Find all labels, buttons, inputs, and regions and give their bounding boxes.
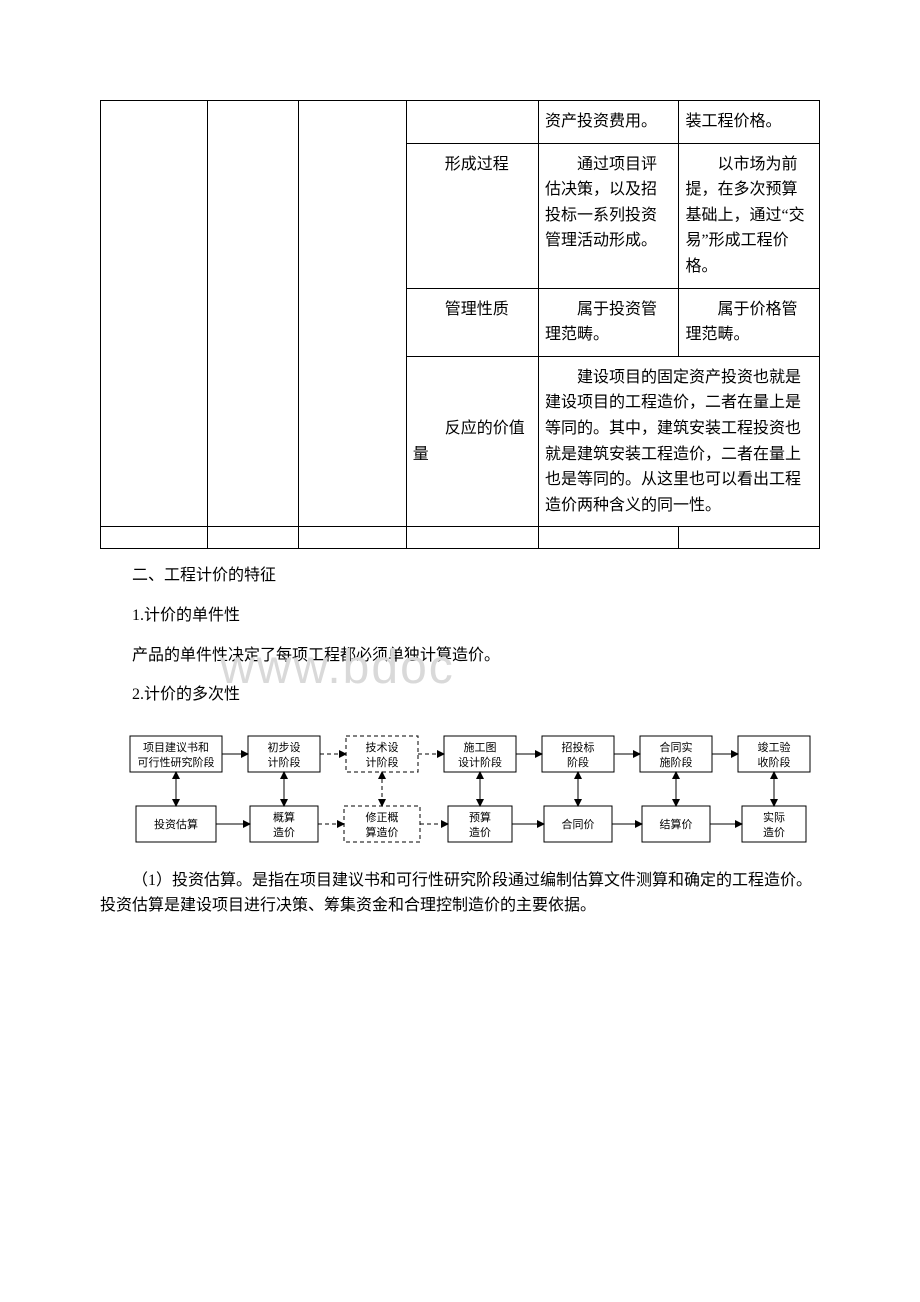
cell-blank (299, 527, 406, 549)
cell-blank (538, 527, 678, 549)
comparison-table: 资产投资费用。 装工程价格。 形成过程 通过项目评估决策，以及招投标一系列投资管… (100, 100, 820, 549)
svg-text:收阶段: 收阶段 (758, 755, 791, 769)
svg-text:招投标: 招投标 (562, 740, 595, 754)
table-row: 资产投资费用。 装工程价格。 (101, 101, 820, 144)
pricing-flowchart: 项目建议书和可行性研究阶段初步设计阶段技术设计阶段施工图设计阶段招投标阶段合同实… (100, 726, 820, 854)
cell-text: 属于投资管理范畴。 (538, 288, 678, 356)
cell-text: 管理性质 (406, 288, 538, 356)
svg-text:竣工验: 竣工验 (758, 740, 791, 754)
table-row-empty (101, 527, 820, 549)
paragraph: （1）投资估算。是指在项目建议书和可行性研究阶段通过编制估算文件测算和确定的工程… (100, 868, 820, 919)
svg-text:概算: 概算 (273, 810, 295, 824)
svg-text:施阶段: 施阶段 (660, 755, 693, 769)
svg-text:合同实: 合同实 (660, 740, 693, 754)
cell-text: 属于价格管理范畴。 (679, 288, 820, 356)
svg-text:计阶段: 计阶段 (268, 755, 301, 769)
svg-text:算造价: 算造价 (366, 825, 399, 839)
svg-text:施工图: 施工图 (464, 741, 497, 754)
cell-text: 反应的价值量 (406, 356, 538, 527)
cell-blank (299, 101, 406, 527)
svg-text:计阶段: 计阶段 (366, 755, 399, 769)
svg-text:实际: 实际 (763, 810, 785, 824)
paragraph: 2.计价的多次性 (100, 682, 820, 708)
svg-text:造价: 造价 (469, 825, 491, 839)
cell-blank (406, 527, 538, 549)
cell-text: 形成过程 (406, 143, 538, 288)
svg-text:造价: 造价 (763, 825, 785, 839)
svg-text:技术设: 技术设 (366, 741, 399, 754)
svg-text:投资估算: 投资估算 (154, 817, 198, 831)
cell-blank (679, 527, 820, 549)
svg-text:造价: 造价 (273, 825, 295, 839)
cell-text: 通过项目评估决策，以及招投标一系列投资管理活动形成。 (538, 143, 678, 288)
paragraph: 1.计价的单件性 (100, 603, 820, 629)
cell-blank (101, 527, 208, 549)
cell-text: 资产投资费用。 (538, 101, 678, 144)
flowchart-svg: 项目建议书和可行性研究阶段初步设计阶段技术设计阶段施工图设计阶段招投标阶段合同实… (100, 726, 830, 854)
svg-text:修正概: 修正概 (366, 810, 399, 824)
heading-features: 二、工程计价的特征 (100, 563, 820, 589)
svg-text:结算价: 结算价 (660, 817, 693, 831)
svg-text:项目建议书和: 项目建议书和 (143, 740, 209, 754)
svg-text:合同价: 合同价 (562, 817, 595, 831)
svg-text:预算: 预算 (469, 810, 491, 824)
cell-blank (208, 101, 299, 527)
svg-text:可行性研究阶段: 可行性研究阶段 (138, 755, 215, 769)
cell-blank (208, 527, 299, 549)
cell-text: 装工程价格。 (679, 101, 820, 144)
svg-text:初步设: 初步设 (268, 740, 301, 754)
cell-blank (406, 101, 538, 144)
cell-text: 以市场为前提，在多次预算基础上，通过“交易”形成工程价格。 (679, 143, 820, 288)
paragraph: 产品的单件性决定了每项工程都必须单独计算造价。 (100, 643, 820, 669)
document-page: www.bdoc 资产投资费用。 装工程价格。 形成过程 通过项目评估决策，以及… (0, 0, 920, 993)
svg-text:设计阶段: 设计阶段 (458, 755, 502, 769)
cell-text: 建设项目的固定资产投资也就是建设项目的工程造价，二者在量上是等同的。其中，建筑安… (538, 356, 819, 527)
svg-text:阶段: 阶段 (567, 755, 589, 769)
cell-blank (101, 101, 208, 527)
